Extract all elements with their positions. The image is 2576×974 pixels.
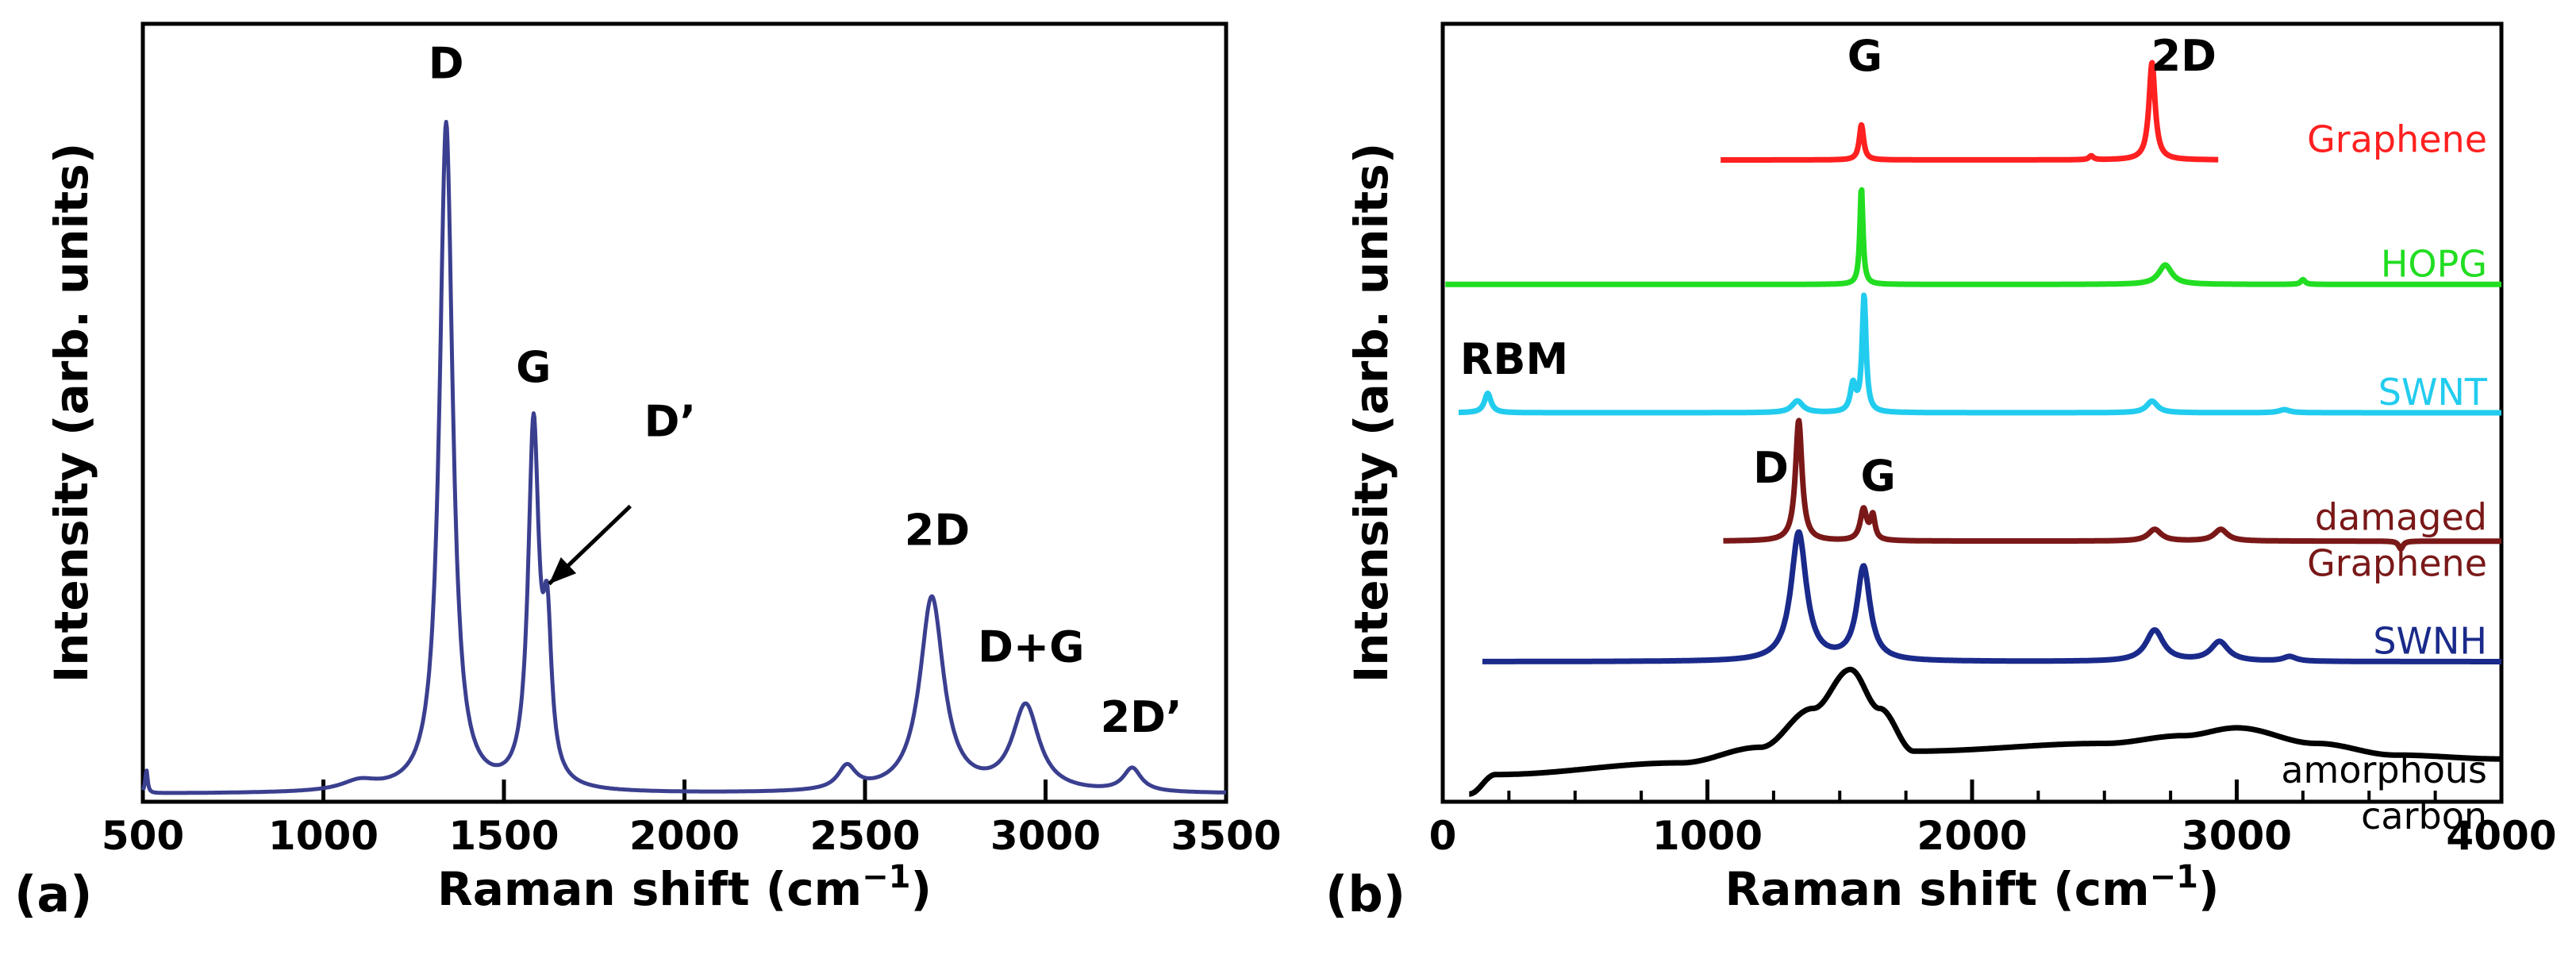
x-tick-label: 3000 (2182, 813, 2292, 859)
peak-annotation: D’ (644, 396, 696, 446)
x-axis-label: Raman shift (cm−1) (1725, 859, 2220, 916)
series-label: Graphene (2307, 542, 2487, 585)
peak-annotation: G (1847, 31, 1882, 81)
series-line-spectrum (140, 120, 1228, 795)
x-tick-label: 1500 (448, 813, 559, 859)
x-tick-label: 2000 (629, 813, 740, 859)
y-axis-label: Intensity (arb. units) (1344, 143, 1398, 683)
series-line-swnh (1480, 529, 2504, 664)
panel-label: (a) (14, 865, 93, 923)
series-label: damaged (2315, 496, 2487, 539)
x-tick-label: 0 (1429, 813, 1457, 859)
x-axis-label: Raman shift (cm−1) (437, 859, 932, 916)
peak-annotation: 2D’ (1101, 692, 1182, 742)
peak-annotation: D+G (978, 622, 1084, 672)
series-label: Graphene (2307, 118, 2487, 161)
x-tick-label: 2000 (1917, 813, 2027, 859)
x-tick-label: 4000 (2446, 813, 2556, 859)
series-label: amorphous (2281, 749, 2487, 791)
peak-annotation: D (429, 39, 464, 89)
x-tick-label: 500 (102, 813, 184, 859)
panel-a: 500 1000 1500 2000 2500 3000 3500 D G D’ 2D D+G 2D’ R… (14, 21, 1282, 923)
panel-b: 0 1000 2000 3000 4000 Graphene HOPG SWNT damaged… (1325, 21, 2557, 923)
series-label: SWNH (2373, 620, 2487, 663)
series-line-hopg (1443, 187, 2504, 287)
x-tick-label: 3000 (990, 813, 1101, 859)
series-line-graphene (1718, 60, 2221, 163)
peak-annotation: D (1753, 443, 1789, 493)
y-axis-label: Intensity (arb. units) (44, 143, 98, 683)
x-tick-label: 2500 (809, 813, 920, 859)
annotation-arrow-head (548, 556, 577, 584)
series-line-swnt (1456, 292, 2504, 416)
x-tick-label: 3500 (1171, 813, 1281, 859)
x-tick-label: 1000 (1652, 813, 1763, 859)
series-label: carbon (2361, 795, 2487, 837)
series-label: SWNT (2378, 371, 2488, 414)
panel-label: (b) (1325, 865, 1405, 923)
peak-annotation: RBM (1460, 334, 1568, 384)
x-tick-label: 1000 (268, 813, 379, 859)
peak-annotation: 2D (905, 506, 970, 556)
peak-annotation: G (1860, 451, 1895, 501)
peak-annotation: 2D (2151, 31, 2217, 81)
series-label: HOPG (2381, 242, 2487, 285)
peak-annotation: G (516, 342, 551, 392)
series-line-damaged-graphene (1721, 418, 2504, 552)
series-line-amorphous-carbon (1467, 666, 2504, 797)
